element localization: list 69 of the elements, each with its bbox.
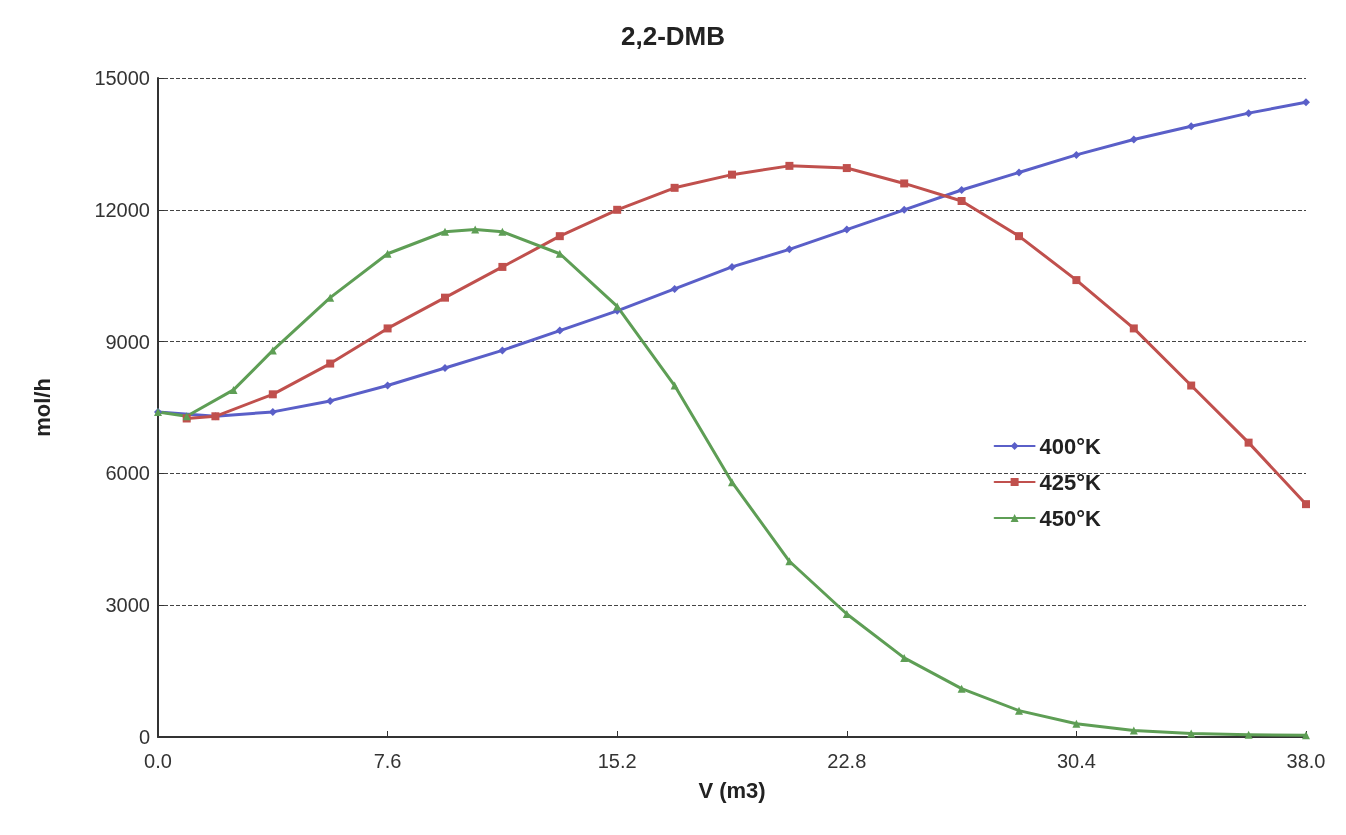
point — [1015, 168, 1023, 177]
point — [728, 478, 736, 487]
y-tick-label: 12000 — [94, 198, 150, 221]
point — [326, 396, 335, 405]
point — [1072, 719, 1081, 728]
point — [498, 346, 507, 355]
point — [268, 390, 277, 399]
point — [326, 293, 335, 302]
point — [1244, 438, 1253, 447]
point — [670, 284, 679, 293]
point — [1129, 324, 1138, 333]
point — [326, 359, 335, 368]
x-tick-label: 30.4 — [1056, 750, 1096, 772]
point — [1244, 109, 1253, 118]
legend-label: 450°K — [1039, 505, 1102, 531]
point — [842, 609, 851, 618]
point — [441, 227, 449, 236]
point — [957, 186, 966, 195]
point — [498, 227, 507, 236]
y-tick-label: 15000 — [94, 67, 150, 89]
point — [957, 684, 966, 693]
x-tick-label: 22.8 — [827, 750, 867, 772]
point — [383, 249, 392, 258]
chart-title: 2,2-DMB — [620, 21, 726, 51]
point — [1187, 381, 1196, 390]
x-tick-label: 15.2 — [597, 750, 637, 772]
point — [1187, 122, 1196, 131]
point — [1015, 232, 1023, 241]
point — [383, 381, 392, 390]
point — [900, 205, 909, 214]
point — [1129, 135, 1138, 144]
y-tick-label: 9000 — [105, 330, 150, 353]
legend-label: 400°K — [1039, 433, 1102, 459]
point — [1244, 730, 1253, 739]
point — [900, 653, 909, 662]
point — [728, 170, 736, 179]
point — [555, 326, 564, 335]
point — [229, 385, 238, 394]
y-tick-label: 3000 — [105, 594, 150, 617]
x-tick-label: 7.6 — [373, 750, 402, 772]
legend-label: 425°K — [1039, 469, 1102, 495]
x-tick-label: 0.0 — [144, 750, 172, 772]
point — [471, 225, 480, 234]
point — [441, 293, 449, 302]
point — [555, 232, 564, 241]
point — [1072, 276, 1081, 285]
point — [670, 183, 679, 192]
point — [728, 262, 736, 271]
point — [842, 164, 851, 173]
point — [1302, 500, 1310, 509]
point — [1015, 706, 1023, 715]
x-axis-title: V (m3) — [698, 777, 766, 803]
point — [900, 179, 909, 188]
point — [785, 245, 794, 254]
y-axis-title: mol/h — [29, 378, 55, 437]
point — [498, 262, 507, 271]
point — [441, 363, 449, 372]
point — [842, 225, 851, 234]
point — [383, 324, 392, 333]
point — [555, 249, 564, 258]
point — [670, 381, 679, 390]
x-tick-label: 38.0 — [1286, 750, 1326, 772]
point — [1302, 98, 1310, 107]
point — [613, 205, 622, 214]
point — [957, 197, 966, 206]
point — [1072, 150, 1081, 159]
point — [785, 161, 794, 170]
y-tick-label: 6000 — [105, 462, 150, 485]
y-tick-label: 0 — [138, 726, 150, 748]
